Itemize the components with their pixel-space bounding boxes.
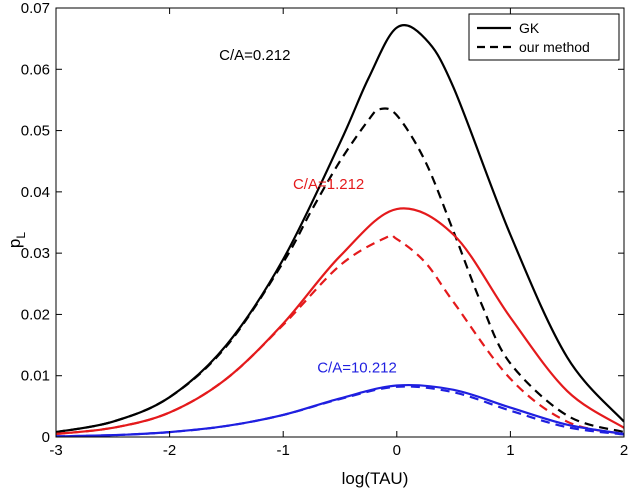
x-tick-label: -3 — [49, 442, 62, 459]
ticks: -3 -2 -1 0 1 2 0 0.01 0.02 0.03 0.04 0.05 0.06 0.07 — [21, 0, 628, 459]
axes — [55, 7, 625, 438]
annotations: C/A=0.212 C/A=1.212 C/A=10.212 — [219, 47, 397, 377]
y-tick-label: 0.01 — [21, 368, 50, 385]
y-tick-label: 0 — [42, 429, 50, 446]
legend-label: our method — [519, 39, 590, 55]
annotation-c-a-0-212: C/A=0.212 — [219, 47, 290, 64]
x-tick-label: 0 — [393, 442, 401, 459]
y-tick-label: 0.05 — [21, 123, 50, 140]
x-tick-label: -2 — [163, 442, 176, 459]
svg-text:pL: pL — [5, 232, 28, 248]
legend-label: GK — [519, 20, 540, 36]
y-axis-label: pL — [5, 232, 28, 248]
y-tick-label: 0.03 — [21, 245, 50, 262]
axes-box — [55, 7, 625, 438]
y-tick-label: 0.04 — [21, 184, 50, 201]
y-tick-label: 0.06 — [21, 61, 50, 78]
series-line-c-a-0-212-dashed — [56, 107, 624, 434]
y-tick-label: 0.02 — [21, 306, 50, 323]
annotation-c-a-10-212: C/A=10.212 — [317, 360, 397, 377]
y-axis-label-subscript: L — [14, 232, 28, 239]
y-axis-label-main: p — [5, 239, 24, 248]
plot-area — [56, 24, 624, 437]
x-axis-label: log(TAU) — [342, 469, 409, 488]
x-tick-label: 2 — [620, 442, 628, 459]
annotation-c-a-1-212: C/A=1.212 — [293, 176, 364, 193]
legend: GK our method — [468, 13, 620, 61]
x-tick-label: 1 — [506, 442, 514, 459]
y-tick-label: 0.07 — [21, 0, 50, 17]
legend-box — [468, 13, 620, 61]
x-tick-label: -1 — [277, 442, 290, 459]
series-line-c-a-10-212-dashed — [56, 385, 624, 437]
series-line-c-a-1-212-dashed — [56, 234, 624, 436]
